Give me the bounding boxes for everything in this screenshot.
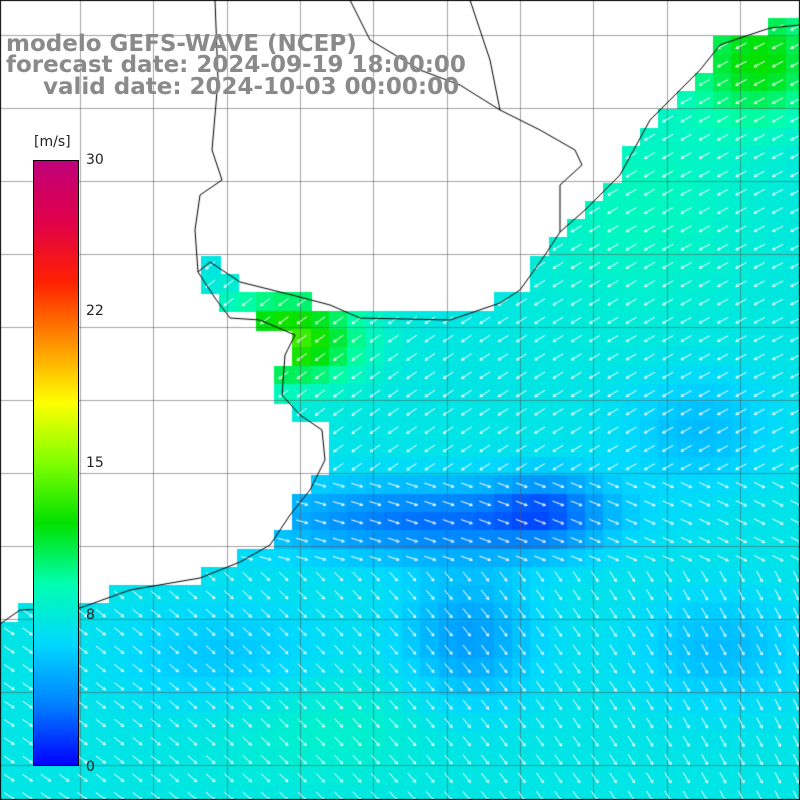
colorbar-tick-15: 15 xyxy=(86,455,104,471)
colorbar-tick-8: 8 xyxy=(86,607,95,623)
title-valid-date: valid date: 2024-10-03 00:00:00 xyxy=(43,74,460,100)
colorbar-unit-label: [m/s] xyxy=(34,134,71,150)
colorbar-tick-0: 0 xyxy=(86,759,95,775)
colorbar-tick-30: 30 xyxy=(86,152,104,168)
colorbar-tick-22: 22 xyxy=(86,303,104,319)
title-model: modelo GEFS-WAVE (NCEP) xyxy=(6,31,357,57)
title-forecast-date: forecast date: 2024-09-19 18:00:00 xyxy=(6,52,466,78)
colorbar xyxy=(33,160,79,766)
